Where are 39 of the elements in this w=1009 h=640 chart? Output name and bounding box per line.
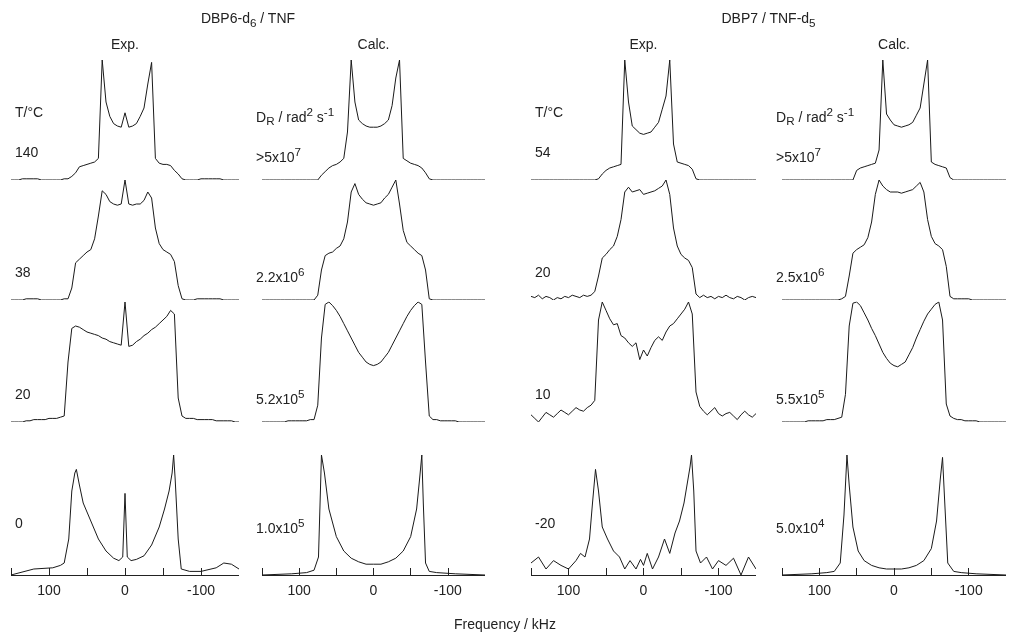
- annotation: >5x10$^{7}$: [256, 144, 302, 165]
- annotation: 0: [15, 515, 23, 531]
- x-tick-label: 100: [807, 582, 832, 598]
- x-tick-label: -100: [704, 582, 733, 598]
- x-tick-label: 0: [369, 582, 378, 598]
- annotation: T/°C: [535, 104, 564, 120]
- annotation: 20: [535, 264, 551, 280]
- x-tick-label: 0: [890, 582, 899, 598]
- annotation: D$_{R}$ / rad$^{2}$ s$^{-1}$: [776, 104, 855, 130]
- annotation: 2.5x10$^{6}$: [776, 264, 825, 285]
- annotation: >5x10$^{7}$: [776, 144, 822, 165]
- annotation: 54: [535, 144, 551, 160]
- x-tick-label: 100: [556, 582, 581, 598]
- annotation: 20: [15, 386, 31, 402]
- chart-title: DBP7 / TNF-d$_{5}$: [721, 10, 816, 31]
- annotation: 10: [535, 386, 551, 402]
- x-tick-label: 100: [287, 582, 312, 598]
- x-tick-label: -100: [954, 582, 983, 598]
- x-tick-label: 100: [37, 582, 61, 598]
- annotation: 5.5x10$^{5}$: [776, 386, 825, 407]
- annotation: 140: [15, 144, 39, 160]
- annotation: 1.0x10$^{5}$: [256, 515, 305, 536]
- annotation: 5.0x10$^{4}$: [776, 515, 825, 536]
- annotation: 38: [15, 264, 31, 280]
- chart-subtitle: Calc.: [878, 36, 910, 52]
- annotation: T/°C: [15, 104, 44, 120]
- chart-subtitle: Calc.: [357, 36, 390, 52]
- chart-title: DBP6-d$_{6}$ / TNF: [200, 10, 296, 31]
- x-tick-label: 0: [121, 582, 130, 598]
- x-tick-label: -100: [433, 582, 463, 598]
- annotation: D$_{R}$ / rad$^{2}$ s$^{-1}$: [256, 104, 335, 130]
- chart-subtitle: Exp.: [629, 36, 658, 52]
- annotation: 5.2x10$^{5}$: [256, 386, 305, 407]
- x-axis-title: Frequency / kHz: [454, 616, 556, 632]
- annotation: -20: [535, 515, 556, 531]
- chart-subtitle: Exp.: [110, 36, 140, 52]
- annotation: 2.2x10$^{6}$: [256, 264, 305, 285]
- x-tick-label: -100: [186, 582, 216, 598]
- x-tick-label: 0: [639, 582, 648, 598]
